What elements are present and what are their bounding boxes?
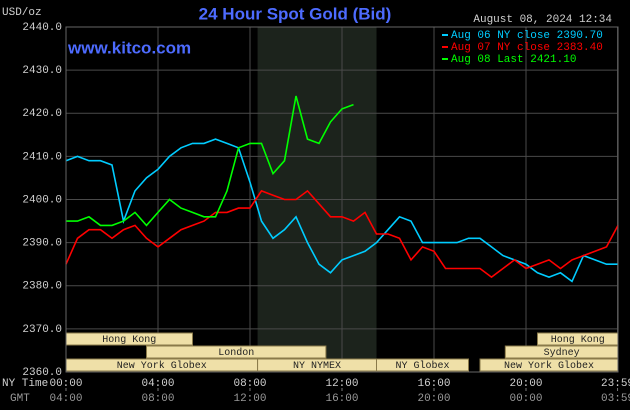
session-bar bbox=[146, 345, 327, 359]
series-line bbox=[65, 138, 618, 283]
watermark: www.kitco.com bbox=[67, 38, 191, 57]
x2-tick-label: 03:59 bbox=[601, 393, 630, 405]
y-tick-label: 2370.0 bbox=[22, 324, 62, 336]
x2-tick-label: 12:00 bbox=[233, 393, 266, 405]
session-label: London bbox=[218, 347, 254, 359]
chart-title: 24 Hour Spot Gold (Bid) bbox=[199, 4, 392, 23]
y-tick-label: 2430.0 bbox=[22, 65, 62, 77]
y-tick-label: 2400.0 bbox=[22, 194, 62, 206]
x-tick-label: 04:00 bbox=[141, 378, 174, 390]
legend-label: Aug 06 NY close 2390.70 bbox=[451, 30, 603, 42]
session-label: New York Globex bbox=[117, 360, 207, 372]
x-tick-label: 23:59 bbox=[601, 378, 630, 390]
y-tick-label: 2360.0 bbox=[22, 367, 62, 379]
x2-tick-label: 00:00 bbox=[509, 393, 542, 405]
series-line bbox=[66, 95, 354, 227]
session-label: Sydney bbox=[544, 347, 580, 359]
x2-tick-label: 04:00 bbox=[49, 393, 82, 405]
session-bar bbox=[376, 358, 469, 372]
x2-axis-label: GMT bbox=[10, 393, 30, 405]
series-line bbox=[65, 189, 619, 279]
y-axis-label: USD/oz bbox=[2, 7, 42, 19]
session-label: New York Globex bbox=[504, 360, 594, 372]
session-label: NY NYMEX bbox=[293, 361, 341, 372]
x-tick-label: 00:00 bbox=[49, 378, 82, 390]
x-tick-label: 20:00 bbox=[509, 378, 542, 390]
x-tick-label: 12:00 bbox=[325, 378, 358, 390]
session-label: Hong Kong bbox=[102, 335, 156, 346]
y-tick-label: 2390.0 bbox=[22, 238, 62, 250]
x2-tick-label: 20:00 bbox=[417, 393, 450, 405]
x-axis-label: NY Time bbox=[2, 378, 48, 390]
y-tick-label: 2380.0 bbox=[22, 281, 62, 293]
plot-frame bbox=[65, 26, 619, 373]
y-tick-label: 2410.0 bbox=[22, 151, 62, 163]
x2-tick-label: 16:00 bbox=[325, 393, 358, 405]
legend-label: Aug 07 NY close 2383.40 bbox=[451, 42, 603, 54]
y-tick-label: 2440.0 bbox=[22, 22, 62, 34]
session-label: Hong Kong bbox=[551, 335, 605, 346]
x2-tick-label: 08:00 bbox=[141, 393, 174, 405]
x-tick-label: 16:00 bbox=[417, 378, 450, 390]
session-label: NY Globex bbox=[395, 360, 449, 372]
timestamp: August 08, 2024 12:34 bbox=[473, 14, 612, 26]
x-tick-label: 08:00 bbox=[233, 378, 266, 390]
y-tick-label: 2420.0 bbox=[22, 108, 62, 120]
legend-label: Aug 08 Last 2421.10 bbox=[451, 54, 576, 66]
